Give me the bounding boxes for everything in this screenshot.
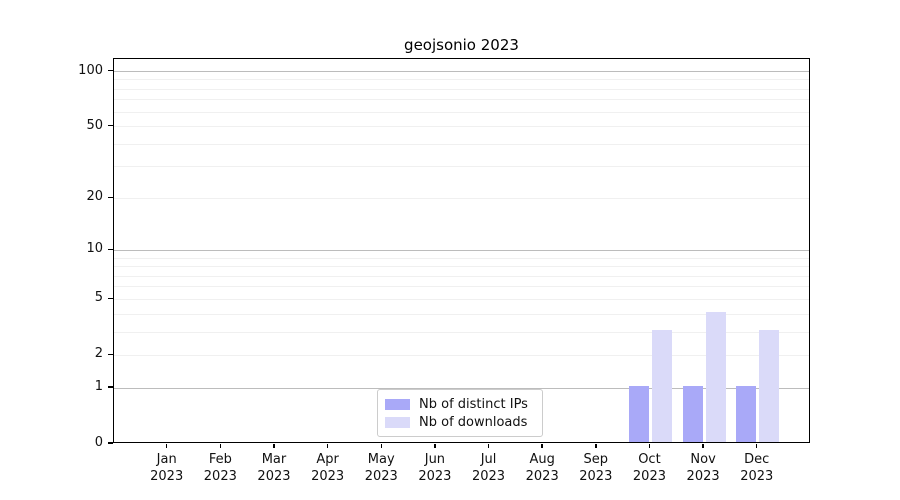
x-tick	[702, 444, 704, 448]
x-tick	[326, 444, 329, 448]
major-gridline	[114, 71, 809, 73]
chart-title: geojsonio 2023	[404, 36, 519, 54]
minor-gridline	[114, 298, 809, 300]
y-tick-label: 2	[94, 346, 103, 362]
minor-gridline	[114, 79, 809, 81]
minor-gridline	[114, 313, 809, 315]
legend-label-distinct-ips: Nb of distinct IPs	[419, 396, 528, 412]
bar-downloads	[651, 330, 672, 442]
legend-label-downloads: Nb of downloads	[419, 414, 528, 430]
y-tick-label: 10	[86, 241, 103, 257]
legend-item-distinct-ips: Nb of distinct IPs	[385, 397, 542, 412]
bar-downloads	[705, 312, 726, 442]
y-tick	[108, 69, 113, 72]
y-tick-label: 100	[78, 62, 103, 78]
minor-gridline	[114, 111, 809, 113]
legend-item-downloads: Nb of downloads	[385, 415, 542, 430]
bar-distinct-ips	[682, 386, 703, 442]
minor-gridline	[114, 99, 809, 101]
x-tick-label: Jul 2023	[471, 452, 506, 484]
x-tick	[595, 444, 597, 448]
minor-gridline	[114, 275, 809, 277]
x-tick	[380, 444, 382, 448]
minor-gridline	[114, 88, 809, 90]
plot-area	[113, 58, 810, 443]
x-tick-label: Apr 2023	[311, 452, 345, 484]
x-tick-label: May 2023	[364, 452, 398, 484]
minor-gridline	[114, 286, 809, 288]
x-tick-label: Oct 2023	[632, 452, 666, 484]
x-tick	[434, 444, 436, 448]
x-tick	[755, 444, 758, 448]
y-tick	[108, 196, 113, 199]
minor-gridline	[114, 166, 809, 168]
legend: Nb of distinct IPs Nb of downloads	[377, 389, 543, 437]
legend-swatch-distinct-ips-icon	[385, 398, 410, 410]
y-tick-label: 1	[94, 379, 103, 395]
x-tick-label: Sep 2023	[579, 452, 613, 484]
major-gridline	[114, 387, 809, 389]
x-tick-label: Mar 2023	[257, 452, 291, 484]
x-tick-label: Feb 2023	[203, 452, 237, 484]
y-tick-label: 50	[86, 117, 103, 133]
x-tick	[648, 444, 651, 448]
y-tick	[108, 386, 113, 388]
x-tick	[487, 444, 490, 448]
x-tick	[219, 444, 222, 448]
bar-distinct-ips	[736, 386, 757, 442]
x-tick-label: Nov 2023	[686, 452, 720, 484]
x-tick	[273, 444, 275, 448]
major-gridline	[114, 249, 809, 251]
y-tick	[108, 442, 113, 444]
y-tick	[108, 353, 113, 356]
x-tick-label: Aug 2023	[525, 452, 559, 484]
y-tick	[108, 297, 113, 300]
x-tick-label: Jan 2023	[150, 452, 184, 484]
bar-downloads	[759, 330, 780, 442]
minor-gridline	[114, 126, 809, 128]
minor-gridline	[114, 354, 809, 356]
y-tick-label: 0	[94, 435, 103, 450]
y-tick-label: 5	[94, 290, 103, 306]
x-tick-label: Dec 2023	[740, 452, 774, 484]
minor-gridline	[114, 197, 809, 199]
legend-swatch-downloads-icon	[385, 416, 410, 428]
x-tick	[165, 444, 168, 448]
y-tick-label: 20	[86, 189, 103, 205]
x-tick	[541, 444, 543, 448]
bar-distinct-ips	[628, 386, 649, 442]
minor-gridline	[114, 257, 809, 259]
minor-gridline	[114, 143, 809, 145]
x-tick-label: Jun 2023	[418, 452, 452, 484]
y-tick	[108, 248, 113, 251]
minor-gridline	[114, 331, 809, 333]
minor-gridline	[114, 266, 809, 268]
y-tick	[108, 124, 113, 127]
